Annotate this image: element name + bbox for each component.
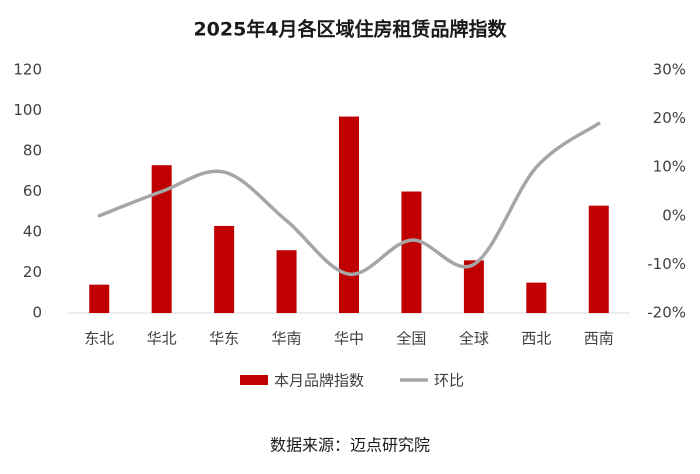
x-tick-label: 西北 — [521, 330, 551, 348]
bar — [463, 260, 484, 313]
bar — [214, 225, 235, 313]
legend-label: 本月品牌指数 — [274, 372, 364, 390]
x-tick-label: 西南 — [584, 330, 614, 348]
bar — [588, 205, 609, 313]
y2-tick-label: -20% — [647, 304, 686, 322]
x-tick-label: 全国 — [396, 330, 426, 348]
x-tick-label: 华东 — [209, 330, 239, 348]
y-tick-label: 60 — [23, 182, 42, 200]
legend-label: 环比 — [434, 372, 464, 390]
bar — [339, 116, 359, 313]
y2-tick-label: 20% — [653, 109, 686, 127]
bar — [526, 282, 547, 313]
legend-swatch — [240, 375, 268, 385]
y2-tick-label: 0% — [662, 206, 686, 224]
bar — [276, 250, 297, 313]
y-tick-label: 100 — [13, 101, 42, 119]
x-tick-label: 东北 — [84, 330, 114, 348]
y-tick-label: 40 — [23, 223, 42, 241]
x-tick-label: 华北 — [147, 330, 177, 348]
y-tick-label: 20 — [23, 263, 42, 281]
x-tick-label: 华南 — [272, 330, 302, 348]
line — [97, 121, 601, 276]
bar — [401, 191, 422, 313]
y-tick-label: 0 — [32, 304, 42, 322]
chart-title: 2025年4月各区域住房租赁品牌指数 — [193, 18, 507, 41]
y2-tick-label: -10% — [647, 255, 686, 273]
y-tick-label: 80 — [23, 142, 42, 160]
x-tick-label: 全球 — [459, 330, 489, 348]
bar — [89, 284, 110, 313]
x-tick-label: 华中 — [334, 330, 364, 348]
y-tick-label: 120 — [13, 61, 42, 79]
source-note: 数据来源：迈点研究院 — [270, 436, 430, 455]
bar — [151, 165, 172, 313]
y2-tick-label: 10% — [653, 158, 686, 176]
y2-tick-label: 30% — [653, 61, 686, 79]
